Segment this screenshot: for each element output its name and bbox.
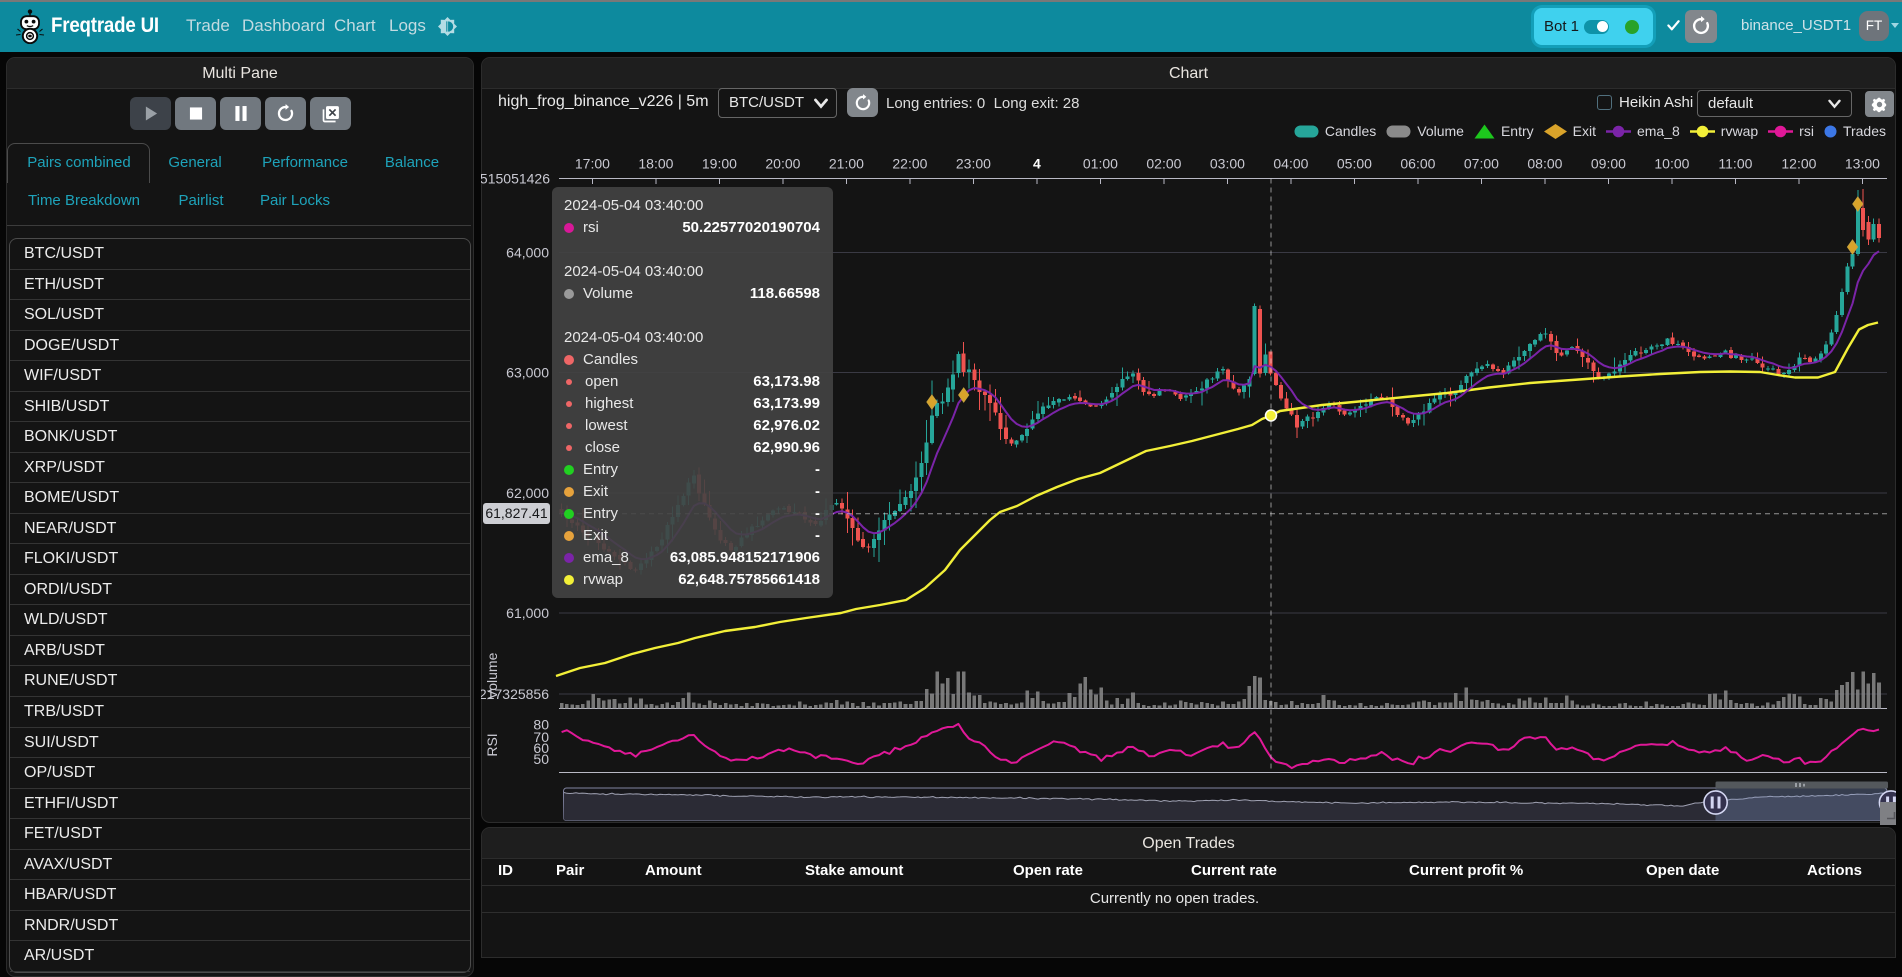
svg-text:02:00: 02:00 xyxy=(1146,156,1181,172)
svg-text:04:00: 04:00 xyxy=(1273,156,1308,172)
svg-text:4: 4 xyxy=(1033,156,1041,172)
svg-text:20:00: 20:00 xyxy=(765,156,800,172)
svg-text:21:00: 21:00 xyxy=(829,156,864,172)
svg-text:17:00: 17:00 xyxy=(575,156,610,172)
svg-text:70: 70 xyxy=(533,729,549,745)
svg-text:09:00: 09:00 xyxy=(1591,156,1626,172)
svg-text:19:00: 19:00 xyxy=(702,156,737,172)
svg-text:06:00: 06:00 xyxy=(1400,156,1435,172)
svg-text:23:00: 23:00 xyxy=(956,156,991,172)
svg-text:61,000: 61,000 xyxy=(506,605,549,621)
svg-text:18:00: 18:00 xyxy=(638,156,673,172)
svg-text:22:00: 22:00 xyxy=(892,156,927,172)
svg-text:80: 80 xyxy=(533,717,549,733)
svg-text:13:00: 13:00 xyxy=(1845,156,1880,172)
svg-text:03:00: 03:00 xyxy=(1210,156,1245,172)
svg-text:08:00: 08:00 xyxy=(1527,156,1562,172)
svg-text:10:00: 10:00 xyxy=(1654,156,1689,172)
svg-text:12:00: 12:00 xyxy=(1781,156,1816,172)
svg-text:60: 60 xyxy=(533,740,549,756)
svg-text:62,000: 62,000 xyxy=(506,485,549,501)
svg-text:Volume: Volume xyxy=(484,652,500,699)
svg-text:05:00: 05:00 xyxy=(1337,156,1372,172)
svg-text:07:00: 07:00 xyxy=(1464,156,1499,172)
svg-text:515051426: 515051426 xyxy=(481,171,550,187)
svg-text:01:00: 01:00 xyxy=(1083,156,1118,172)
svg-text:50: 50 xyxy=(533,751,549,767)
svg-text:RSI: RSI xyxy=(484,733,500,756)
svg-text:63,000: 63,000 xyxy=(506,365,549,381)
svg-text:64,000: 64,000 xyxy=(506,244,549,260)
svg-text:217325856: 217325856 xyxy=(481,686,549,702)
svg-text:11:00: 11:00 xyxy=(1718,156,1752,172)
